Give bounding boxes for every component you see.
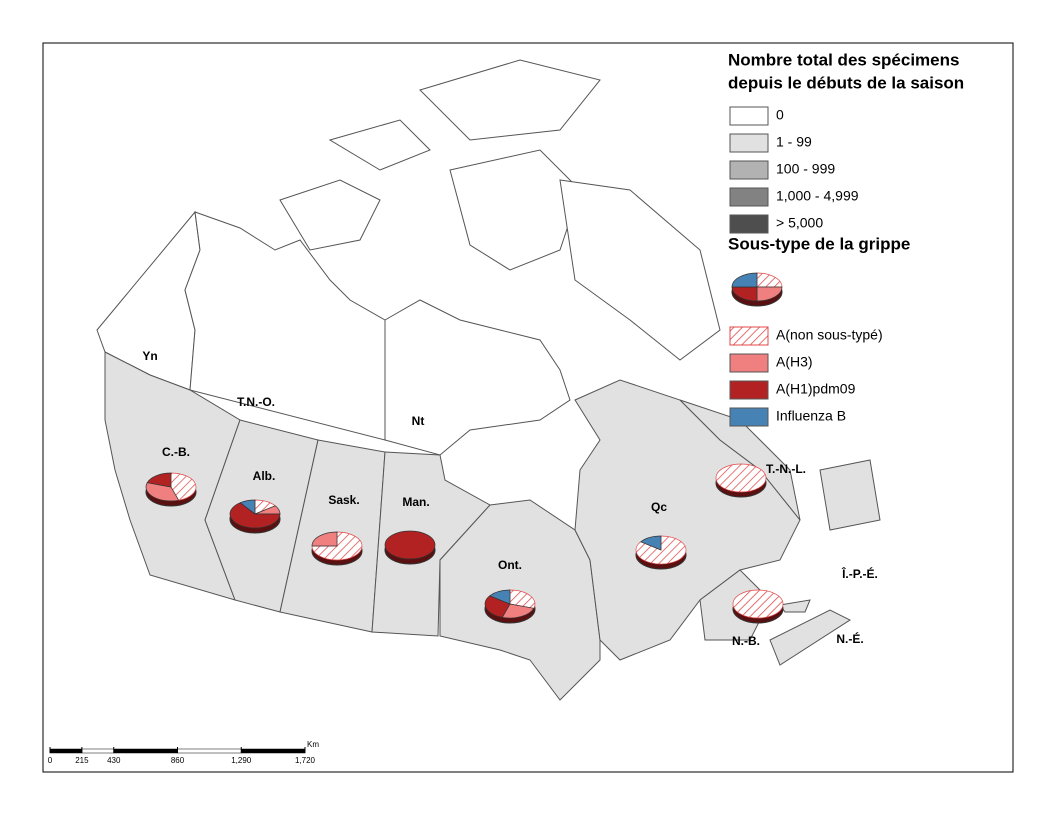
region-label: Alb. — [253, 469, 276, 483]
region-label: T.-N.-L. — [766, 462, 806, 476]
region — [384, 299, 571, 456]
region-label: Ont. — [498, 558, 522, 572]
legend-swatch — [729, 106, 769, 126]
legend-title: depuis le débuts de la saison — [728, 73, 964, 92]
pie-slice — [239, 499, 256, 515]
legend-title: Sous-type de la grippe — [728, 234, 910, 253]
pie-slice — [635, 535, 687, 565]
legend-label: A(non sous-typé) — [776, 327, 883, 343]
islands — [279, 59, 721, 361]
pie-slice — [311, 531, 363, 561]
region-label: Sask. — [328, 493, 359, 507]
pie-slice — [311, 531, 338, 547]
legend-pie — [731, 286, 758, 302]
pie-slice — [489, 589, 511, 605]
legend-label: 100 - 999 — [776, 161, 835, 177]
pie-slice — [384, 530, 436, 560]
pie-slice — [640, 535, 662, 551]
region — [769, 609, 852, 666]
legend-label: 1 - 99 — [776, 134, 812, 150]
pie-slice — [509, 589, 536, 609]
legend-label: A(H1)pdm09 — [776, 381, 856, 397]
region-label: T.N.-O. — [237, 395, 275, 409]
scale-segment — [49, 748, 83, 754]
legend-label: > 5,000 — [776, 215, 823, 231]
legend-swatch — [729, 133, 769, 153]
pie-slice — [715, 463, 767, 493]
region-label: Î.-P.-É. — [841, 566, 878, 581]
scale-segment — [81, 748, 114, 754]
pie-slice — [484, 595, 511, 618]
legend-swatch — [729, 214, 769, 234]
region-label: Yn — [142, 349, 157, 363]
pie-slice — [170, 472, 197, 501]
region-label: Nt — [412, 414, 425, 428]
region-label: N.-B. — [732, 634, 760, 648]
scale-label: 1,720 — [295, 756, 316, 765]
legend-swatch — [729, 353, 769, 373]
legend-swatch — [729, 380, 769, 400]
scale-unit: Km — [307, 740, 319, 749]
legend-pie — [756, 286, 783, 302]
scale-label: 1,290 — [231, 756, 252, 765]
legend-label: 0 — [776, 107, 784, 123]
scale-segment — [177, 748, 242, 754]
region-label: C.-B. — [162, 445, 190, 459]
legend-swatch — [729, 160, 769, 180]
scale-label: 215 — [75, 756, 89, 765]
scale-segment — [241, 748, 306, 754]
region-label: N.-É. — [836, 631, 863, 646]
pie-slice — [146, 472, 172, 488]
legend-label: 1,000 - 4,999 — [776, 188, 859, 204]
region-label: Qc — [651, 500, 667, 514]
scale-segment — [113, 748, 178, 754]
pie-slice — [732, 589, 784, 619]
legend-swatch — [729, 187, 769, 207]
legend-title: Nombre total des spécimens — [728, 50, 959, 69]
pie-slice — [229, 502, 281, 529]
legend-label: A(H3) — [776, 354, 813, 370]
region — [819, 459, 881, 531]
pie-slice — [501, 603, 535, 619]
scale-label: 860 — [171, 756, 185, 765]
legend-swatch — [729, 326, 769, 346]
scale-label: 0 — [48, 756, 53, 765]
region-label: Man. — [402, 495, 429, 509]
legend-pie — [756, 272, 783, 288]
scale-label: 430 — [107, 756, 121, 765]
legend-pie — [731, 272, 758, 288]
legend-swatch — [729, 407, 769, 427]
legend-label: Influenza B — [776, 408, 846, 424]
